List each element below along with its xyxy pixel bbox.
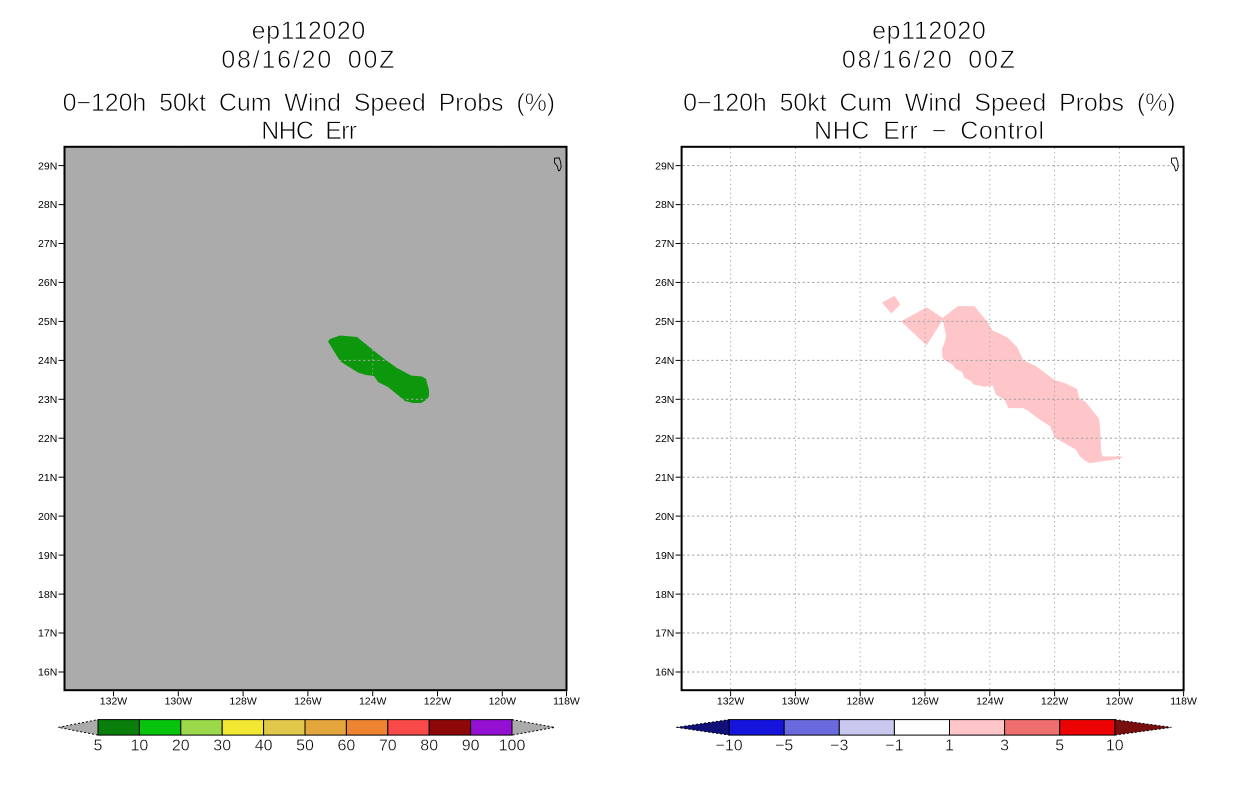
svg-text:21N: 21N (655, 472, 674, 484)
svg-text:5: 5 (94, 738, 103, 755)
svg-text:122W: 122W (424, 696, 452, 708)
svg-text:128W: 128W (846, 696, 874, 708)
svg-text:NHC Err: NHC Err (261, 117, 356, 145)
svg-text:128W: 128W (229, 696, 257, 708)
svg-text:26N: 26N (38, 277, 57, 289)
svg-text:126W: 126W (911, 696, 939, 708)
svg-text:28N: 28N (38, 199, 57, 211)
svg-text:122W: 122W (1041, 696, 1069, 708)
svg-text:0−120h 50kt Cum Wind Speed Pro: 0−120h 50kt Cum Wind Speed Probs (%) (683, 89, 1175, 117)
svg-text:25N: 25N (655, 316, 674, 328)
svg-text:100: 100 (499, 738, 526, 755)
svg-text:5: 5 (1055, 738, 1064, 755)
svg-text:1: 1 (945, 738, 954, 755)
svg-text:−3: −3 (830, 738, 848, 755)
svg-text:130W: 130W (782, 696, 810, 708)
svg-text:20N: 20N (655, 511, 674, 523)
svg-text:ep112020: ep112020 (252, 17, 366, 45)
svg-text:27N: 27N (655, 238, 674, 250)
svg-text:0−120h 50kt Cum Wind Speed Pro: 0−120h 50kt Cum Wind Speed Probs (%) (63, 89, 555, 117)
svg-text:17N: 17N (38, 628, 57, 640)
svg-text:16N: 16N (38, 667, 57, 679)
svg-text:60: 60 (338, 738, 356, 755)
svg-text:18N: 18N (655, 589, 674, 601)
svg-text:70: 70 (379, 738, 397, 755)
svg-text:23N: 23N (655, 394, 674, 406)
svg-text:132W: 132W (717, 696, 745, 708)
svg-text:90: 90 (462, 738, 480, 755)
svg-text:08/16/20 00Z: 08/16/20 00Z (221, 46, 396, 74)
svg-text:130W: 130W (165, 696, 193, 708)
svg-text:120W: 120W (489, 696, 517, 708)
svg-text:18N: 18N (38, 589, 57, 601)
svg-text:50: 50 (296, 738, 314, 755)
svg-text:40: 40 (255, 738, 273, 755)
svg-text:19N: 19N (655, 550, 674, 562)
svg-text:20: 20 (172, 738, 190, 755)
svg-text:25N: 25N (38, 316, 57, 328)
svg-text:08/16/20 00Z: 08/16/20 00Z (842, 46, 1017, 74)
svg-text:−10: −10 (716, 738, 743, 755)
svg-text:22N: 22N (38, 433, 57, 445)
svg-text:29N: 29N (38, 160, 57, 172)
svg-text:118W: 118W (1170, 696, 1197, 708)
svg-text:28N: 28N (655, 199, 674, 211)
svg-text:21N: 21N (38, 472, 57, 484)
svg-text:10: 10 (1106, 738, 1124, 755)
svg-text:24N: 24N (38, 355, 57, 367)
svg-text:16N: 16N (655, 667, 674, 679)
svg-text:−5: −5 (775, 738, 793, 755)
svg-text:NHC Err − Control: NHC Err − Control (814, 117, 1045, 145)
svg-text:23N: 23N (38, 394, 57, 406)
svg-text:3: 3 (1000, 738, 1009, 755)
svg-text:−1: −1 (885, 738, 903, 755)
svg-text:120W: 120W (1106, 696, 1134, 708)
svg-text:118W: 118W (553, 696, 580, 708)
svg-text:ep112020: ep112020 (872, 17, 986, 45)
svg-text:124W: 124W (976, 696, 1004, 708)
svg-text:20N: 20N (38, 511, 57, 523)
svg-text:26N: 26N (655, 277, 674, 289)
svg-text:19N: 19N (38, 550, 57, 562)
svg-text:24N: 24N (655, 355, 674, 367)
svg-text:29N: 29N (655, 160, 674, 172)
svg-text:124W: 124W (359, 696, 387, 708)
svg-text:10: 10 (131, 738, 149, 755)
svg-text:27N: 27N (38, 238, 57, 250)
svg-text:17N: 17N (655, 628, 674, 640)
svg-text:132W: 132W (100, 696, 128, 708)
svg-text:126W: 126W (294, 696, 322, 708)
svg-text:80: 80 (420, 738, 438, 755)
svg-text:30: 30 (213, 738, 231, 755)
svg-text:22N: 22N (655, 433, 674, 445)
